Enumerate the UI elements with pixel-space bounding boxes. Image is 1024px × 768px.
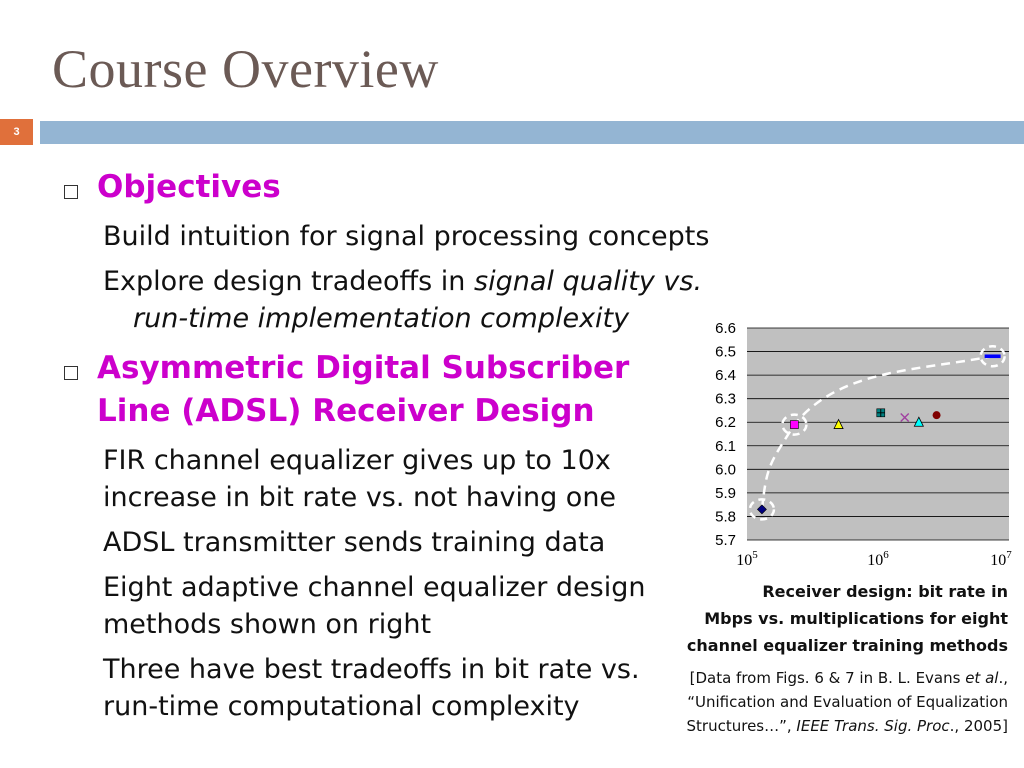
adsl-item: methods shown on right bbox=[103, 609, 432, 640]
y-tick-label: 6.3 bbox=[715, 391, 736, 408]
y-tick-label: 6.5 bbox=[715, 344, 736, 361]
title-divider-bar bbox=[40, 121, 1024, 144]
y-tick-label: 6.4 bbox=[715, 367, 736, 384]
reference-emphasis: IEEE Trans. Sig. Proc bbox=[796, 717, 950, 735]
adsl-heading: Asymmetric Digital Subscriber bbox=[97, 350, 630, 386]
caption-line: Receiver design: bit rate in bbox=[762, 582, 1008, 601]
slide-number-badge: 3 bbox=[0, 119, 33, 145]
reference-text: Structures…”, bbox=[686, 717, 797, 735]
reference-text: [Data from Figs. 6 & 7 in B. L. Evans bbox=[689, 669, 966, 687]
adsl-item: run-time computational complexity bbox=[103, 691, 580, 722]
reference-text: ., bbox=[998, 669, 1008, 687]
data-point bbox=[984, 354, 1001, 359]
objective-item-emphasis: signal quality vs. bbox=[474, 266, 703, 297]
y-tick-label: 6.6 bbox=[715, 320, 736, 337]
caption-line: Mbps vs. multiplications for eight bbox=[704, 609, 1008, 628]
data-point bbox=[757, 504, 767, 515]
y-tick-label: 6.2 bbox=[715, 414, 736, 431]
data-point bbox=[932, 411, 941, 420]
y-tick-label: 5.9 bbox=[715, 485, 736, 502]
square-bullet-icon bbox=[64, 185, 78, 199]
objective-item: Explore design tradeoffs in signal quali… bbox=[103, 263, 702, 300]
reference-line: Structures…”, IEEE Trans. Sig. Proc., 20… bbox=[687, 714, 1008, 738]
reference-line: [Data from Figs. 6 & 7 in B. L. Evans et… bbox=[687, 666, 1008, 690]
adsl-heading-continuation: Line (ADSL) Receiver Design bbox=[97, 393, 595, 429]
x-tick-label: 107 bbox=[990, 549, 1012, 569]
y-tick-label: 6.1 bbox=[715, 438, 736, 455]
slide-title: Course Overview bbox=[52, 39, 439, 99]
y-tick-label: 5.8 bbox=[715, 508, 736, 525]
data-point bbox=[833, 418, 844, 429]
data-point-cross bbox=[876, 408, 885, 417]
x-tick-label: 105 bbox=[736, 549, 758, 569]
reference-line: “Unification and Evaluation of Equalizat… bbox=[687, 693, 1008, 711]
objective-item: Build intuition for signal processing co… bbox=[103, 221, 710, 252]
data-point bbox=[790, 420, 799, 429]
adsl-item: FIR channel equalizer gives up to 10x bbox=[103, 445, 611, 476]
objective-item-continuation: run-time implementation complexity bbox=[133, 300, 629, 337]
caption-line: channel equalizer training methods bbox=[686, 636, 1008, 655]
square-bullet-icon bbox=[64, 366, 78, 380]
y-tick-label: 5.7 bbox=[715, 532, 736, 549]
adsl-item: Three have best tradeoffs in bit rate vs… bbox=[103, 654, 640, 685]
data-point bbox=[913, 416, 924, 427]
y-tick-label: 6.0 bbox=[715, 461, 736, 478]
reference-emphasis: et al bbox=[965, 669, 999, 687]
chart-caption: Receiver design: bit rate in Mbps vs. mu… bbox=[687, 578, 1008, 659]
adsl-item: ADSL transmitter sends training data bbox=[103, 527, 606, 558]
x-tick-label: 106 bbox=[867, 549, 889, 569]
plot-area bbox=[747, 328, 1009, 540]
objectives-heading: Objectives bbox=[97, 169, 281, 205]
data-point bbox=[900, 413, 910, 423]
objective-item-text: Explore design tradeoffs in bbox=[103, 266, 474, 297]
reference-text: ., 2005] bbox=[949, 717, 1008, 735]
objective-item-emphasis: run-time implementation complexity bbox=[133, 303, 630, 334]
adsl-item: Eight adaptive channel equalizer design bbox=[103, 572, 646, 603]
highlight-ring bbox=[748, 498, 776, 521]
adsl-item: increase in bit rate vs. not having one bbox=[103, 482, 617, 513]
chart-reference: [Data from Figs. 6 & 7 in B. L. Evans et… bbox=[687, 666, 1008, 738]
trend-curve bbox=[760, 355, 993, 510]
